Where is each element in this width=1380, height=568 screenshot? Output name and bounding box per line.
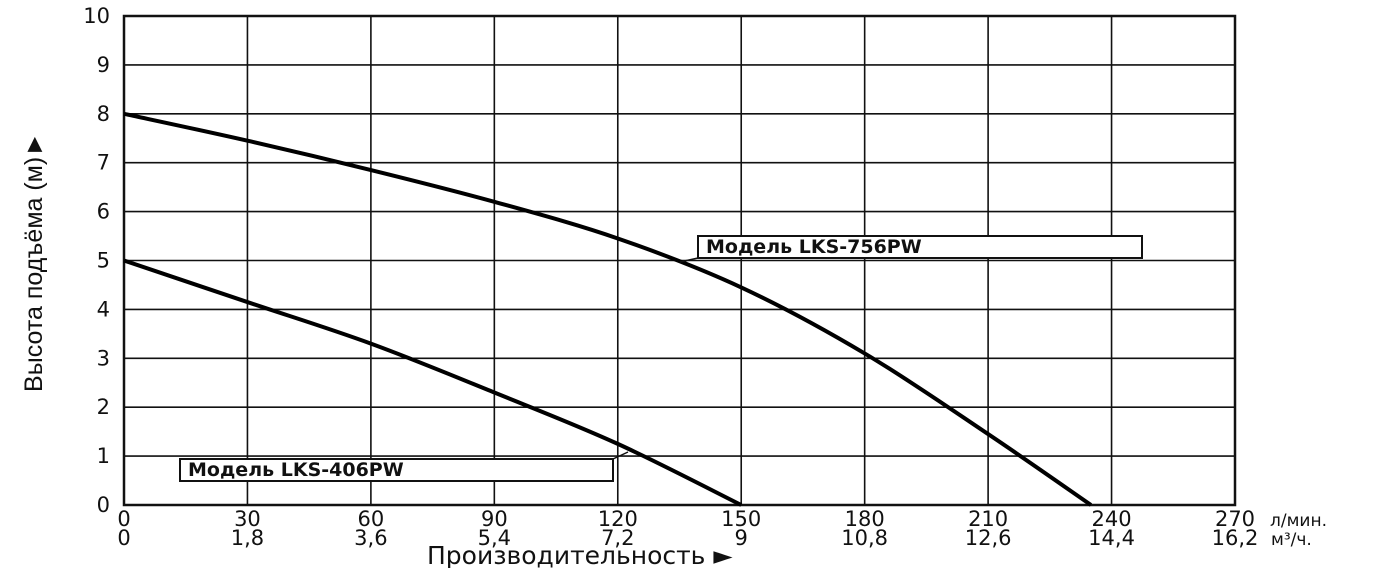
x-tick-label-primary: 90 (481, 507, 508, 531)
x-tick-labels-primary: 0 30 60 90 120 150 180 210 240 270 (117, 507, 1255, 531)
series-labels: Модель LKS-756PW Модель LKS-406PW (179, 235, 1143, 482)
x-tick-label-secondary: 0 (117, 526, 130, 550)
x-unit-primary: л/мин. (1270, 511, 1327, 531)
x-unit-secondary: м³/ч. (1271, 530, 1312, 550)
x-tick-label-secondary: 1,8 (231, 526, 264, 550)
series-label-lks-406pw: Модель LKS-406PW (179, 451, 629, 482)
x-tick-label-primary: 270 (1215, 507, 1255, 531)
x-tick-label-secondary: 16,2 (1212, 526, 1259, 550)
leader-line (679, 257, 699, 263)
y-tick-label: 7 (97, 151, 110, 175)
y-axis-title: Высота подъёма (м)► (20, 132, 48, 392)
label-text: Модель LKS-756PW (706, 236, 922, 258)
x-tick-labels-secondary: 0 1,8 3,6 5,4 7,2 9 10,8 12,6 14,4 16,2 (117, 526, 1258, 550)
x-tick-label-secondary: 7,2 (601, 526, 634, 550)
x-tick-label-secondary: 3,6 (354, 526, 387, 550)
series-curve-lks-406pw (123, 258, 743, 507)
x-tick-label-primary: 180 (845, 507, 885, 531)
series-curve-lks-756pw (123, 111, 1093, 507)
label-box (179, 458, 614, 482)
x-tick-label-secondary: 9 (735, 526, 748, 550)
leader-line (612, 451, 629, 460)
y-tick-label: 8 (97, 102, 110, 126)
series-label-lks-756pw: Модель LKS-756PW (679, 235, 1143, 263)
y-tick-label: 9 (97, 53, 110, 77)
y-tick-labels: 0 1 2 3 4 5 6 7 8 9 10 (83, 4, 110, 517)
y-tick-label: 10 (83, 4, 110, 28)
y-tick-label: 1 (97, 444, 110, 468)
y-tick-label: 2 (97, 395, 110, 419)
x-tick-label-secondary: 5,4 (478, 526, 511, 550)
y-tick-label: 0 (97, 493, 110, 517)
label-box (697, 235, 1143, 259)
x-tick-label-secondary: 14,4 (1088, 526, 1135, 550)
x-tick-label-secondary: 12,6 (965, 526, 1012, 550)
x-tick-label-primary: 210 (968, 507, 1008, 531)
y-tick-label: 4 (97, 297, 110, 321)
x-axis-title: Производительность ► (427, 541, 733, 568)
x-tick-label-primary: 150 (721, 507, 761, 531)
label-text: Модель LKS-406PW (188, 459, 404, 481)
y-tick-label: 5 (97, 249, 110, 273)
x-tick-label-primary: 0 (117, 507, 130, 531)
y-tick-label: 6 (97, 200, 110, 224)
series-curves (123, 111, 1093, 507)
x-tick-label-primary: 240 (1092, 507, 1132, 531)
y-tick-label: 3 (97, 346, 110, 370)
x-tick-label-primary: 30 (234, 507, 261, 531)
x-tick-label-primary: 120 (598, 507, 638, 531)
x-tick-label-secondary: 10,8 (841, 526, 888, 550)
x-tick-label-primary: 60 (358, 507, 385, 531)
